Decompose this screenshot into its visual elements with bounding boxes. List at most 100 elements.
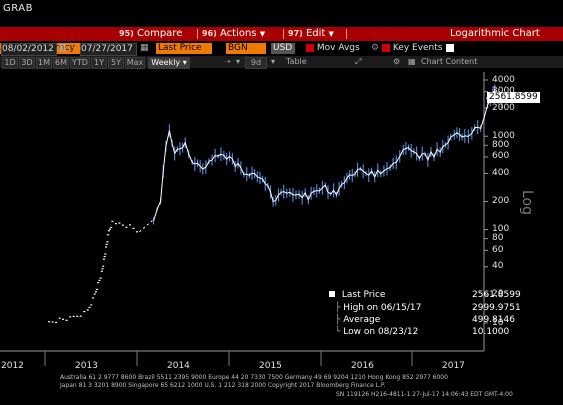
chart-type-label[interactable]: Logarithmic Chart [450,28,540,39]
price-mark [92,297,95,299]
price-mark [132,227,135,229]
currency-select[interactable]: USD [271,43,295,54]
price-mark [93,293,96,295]
end-date-field[interactable]: 07/27/2017 [80,43,137,56]
legend-swatch [329,291,335,297]
price-mark [69,316,72,318]
chart-legend: Last Price 2561.8599 ├ High on 06/15/17 … [327,288,521,340]
calendar-icon[interactable]: ▦ [140,43,149,53]
price-mark [98,279,101,281]
range-button-5y[interactable]: 5Y [108,57,124,69]
mov-avgs-toggle[interactable]: Mov Avgs [306,43,360,54]
range-button-ytd[interactable]: YTD [70,57,90,69]
compare-menu-number: 95) [119,29,134,38]
legend-value: 10.1000 [472,327,510,337]
price-mark [102,258,105,260]
price-chart [0,72,506,366]
zoom-select[interactable]: 9d [245,57,267,69]
range-button-1d[interactable]: 1D [2,57,18,69]
line-tool-icon[interactable]: ➝ [224,57,231,66]
range-button-6m[interactable]: 6M [53,57,69,69]
price-mark [105,246,108,248]
y-tick-label: 2000 [492,102,515,113]
y-tick-label: 1000 [492,130,515,141]
checkbox-icon [306,43,314,52]
menu-divider [283,29,284,39]
legend-row-low: └ Low on 08/23/12 10.1000 [335,327,509,338]
price-line-connector [139,219,154,233]
y-tick-label: 100 [492,224,510,235]
price-line [153,89,506,222]
menu-divider [197,29,198,39]
price-mark [128,224,131,226]
tree-branch-icon: ├ [335,303,341,313]
y-tick-label: 3000 [492,87,515,96]
edit-menu[interactable]: 97) Edit ▼ [288,27,334,41]
range-button-max[interactable]: Max [125,57,145,69]
tree-end-icon: └ [335,327,341,337]
settings-icon[interactable]: ⚙ [393,57,401,66]
price-mark [105,243,108,246]
y-axis-title: Log [519,190,535,216]
price-mark [125,226,128,228]
chart-content-button[interactable]: Chart Content [421,57,478,66]
range-button-1y[interactable]: 1Y [91,57,107,69]
y-tick-label: 80 [492,233,504,244]
y-tick-label: 800 [492,139,510,150]
compare-menu[interactable]: 95) Compare [119,27,182,41]
dropdown-arrow-icon: ▼ [328,30,334,38]
menu-bar: 95) Compare 96) Actions ▼ 97) Edit ▼ Log… [0,27,563,41]
edit-menu-label: Edit [305,28,326,39]
expand-icon[interactable]: ⤢ [355,57,362,66]
calendar-icon[interactable]: ▦ [58,43,67,53]
y-tick-label: 10 [492,317,504,328]
key-events-toggle[interactable]: ⚙ Key Events [371,43,442,54]
price-mark [99,277,102,279]
range-button-3d[interactable]: 3D [19,57,35,69]
dropdown-arrow-icon[interactable]: ▾ [271,57,276,66]
key-events-dropdown[interactable] [446,43,454,54]
dropdown-box-icon [446,43,454,52]
y-tick-label: 20 [492,289,504,300]
price-mark [55,321,58,323]
x-tick-label: 2013 [75,361,98,371]
table-button[interactable]: Table [286,57,307,66]
price-mark [62,318,65,320]
price-mark [104,253,107,255]
legend-value: 499.8146 [472,315,515,325]
price-mark [109,228,112,230]
price-mark [100,270,103,272]
price-series [48,84,506,323]
price-mark [96,288,99,291]
price-mark [135,231,138,233]
y-tick-label: 40 [492,261,504,272]
chart-content-icon[interactable]: ▦ [408,57,416,66]
price-mark [48,321,51,323]
actions-menu-number: 96) [202,29,217,38]
actions-menu[interactable]: 96) Actions ▼ [202,27,265,41]
checkbox-icon [381,43,390,52]
legend-row-high: ├ High on 06/15/17 2999.9751 [335,303,521,314]
footer-line-2: Japan 81 3 3201 8900 Singapore 65 6212 1… [60,382,386,389]
price-mark [107,234,110,236]
dropdown-arrow-icon[interactable]: ▾ [236,57,241,66]
y-tick-label: 60 [492,244,504,255]
y-tick-label: 200 [492,196,510,206]
range-button-1m[interactable]: 1M [36,57,52,69]
price-mark [83,310,86,313]
price-mark [79,315,82,317]
price-mark [90,304,93,306]
start-date-field[interactable]: 08/02/2012 [1,43,57,56]
actions-menu-label: Actions [219,28,257,39]
period-select[interactable]: Weekly ▾ [148,57,190,69]
price-field-select[interactable]: Last Price [156,43,212,54]
legend-label: High on 06/15/17 [343,303,422,313]
x-tick-label: 2017 [442,361,465,371]
footer-line-1: Australia 61 2 9777 8600 Brazil 5511 239… [60,374,448,381]
source-field[interactable]: BGN [226,43,266,54]
price-mark [118,222,121,224]
dropdown-arrow-icon: ▼ [259,30,266,38]
x-tick-label: 2012 [1,361,24,371]
mov-avgs-label: Mov Avgs [316,43,360,53]
price-mark [86,309,89,311]
